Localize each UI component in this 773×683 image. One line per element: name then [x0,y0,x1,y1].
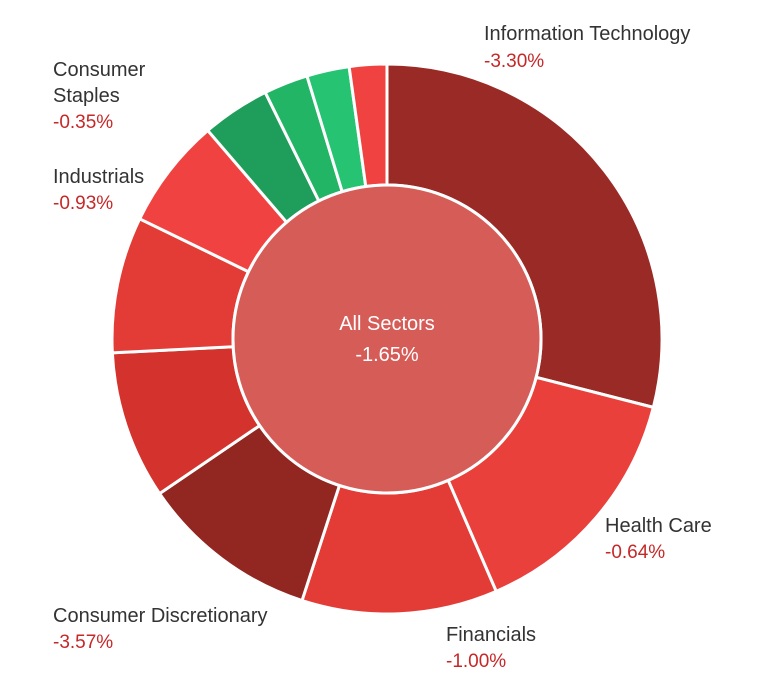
label-consumer-staples-line1: Consumer [53,59,146,81]
value-consumer-discretionary: -3.57% [53,632,113,653]
value-health-care: -0.64% [605,542,665,563]
value-financials: -1.00% [446,651,506,672]
center-value: -1.65% [355,344,419,366]
donut-slices [110,62,664,616]
label-health-care: Health Care [605,515,712,537]
label-financials: Financials [446,624,536,646]
value-information-technology: -3.30% [484,51,544,72]
label-information-technology: Information Technology [484,23,690,45]
label-consumer-discretionary: Consumer Discretionary [53,605,268,627]
value-industrials: -0.93% [53,193,113,214]
label-industrials: Industrials [53,166,144,188]
center-label: All Sectors [339,313,435,335]
value-consumer-staples: -0.35% [53,112,113,133]
label-consumer-staples-line2: Staples [53,85,120,107]
center-disc [231,183,543,495]
